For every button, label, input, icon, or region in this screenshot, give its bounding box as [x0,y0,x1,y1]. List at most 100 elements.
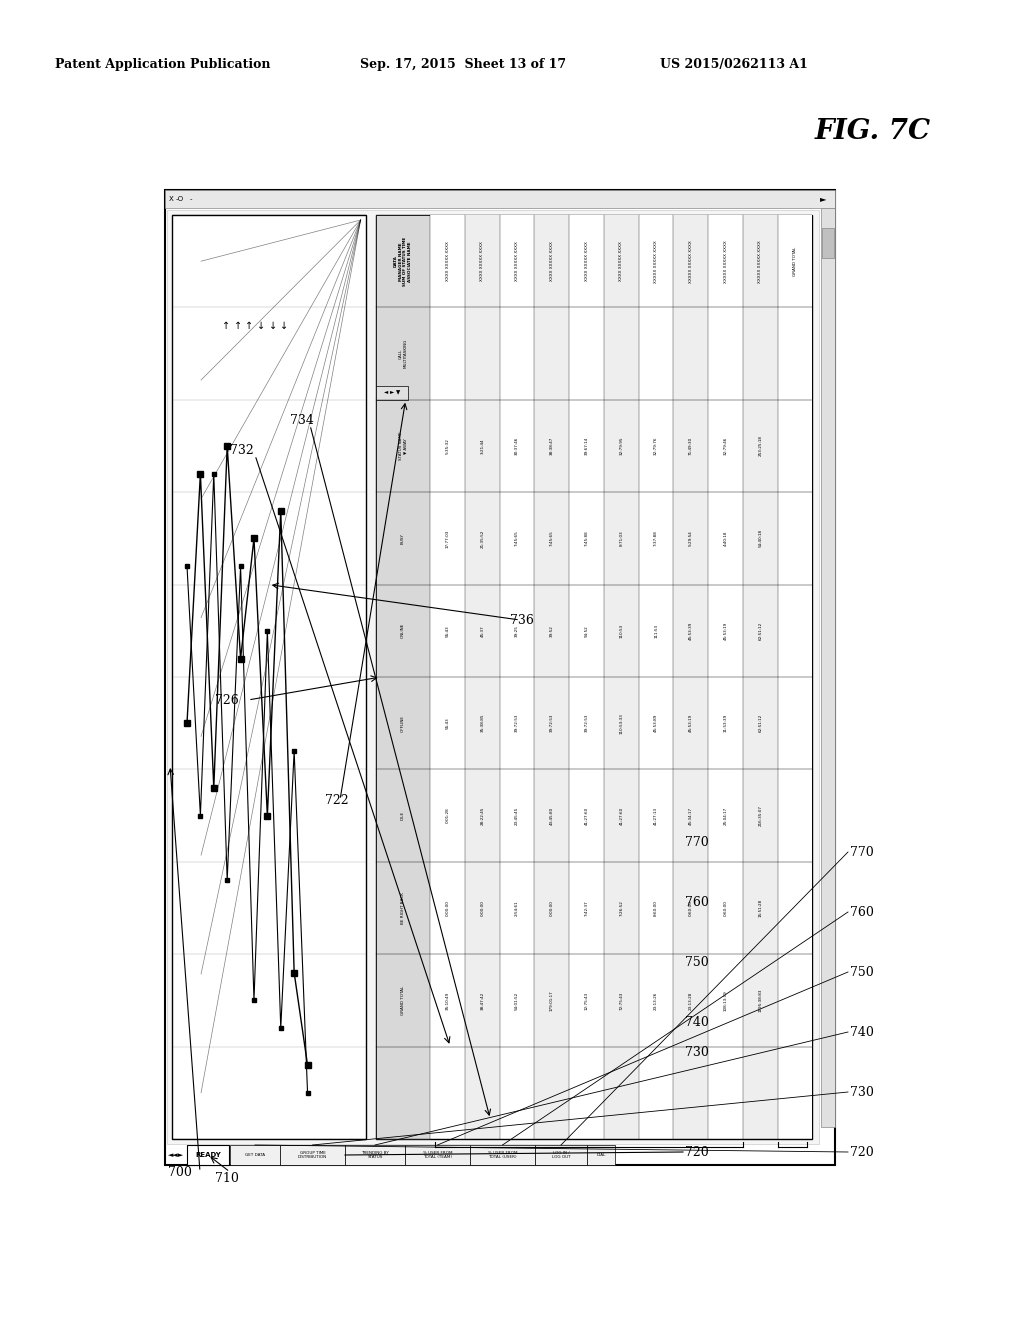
Text: 750: 750 [685,956,709,969]
Text: 7:42:37: 7:42:37 [585,900,589,916]
Text: 35:10:49: 35:10:49 [445,991,450,1010]
Text: ONLINE: ONLINE [401,623,404,639]
Text: 62:51:12: 62:51:12 [759,622,762,640]
Text: ◄ ► ▼: ◄ ► ▼ [384,391,400,395]
Text: 54:40:18: 54:40:18 [759,529,762,548]
Text: XXXXX XXXXX XXXX: XXXXX XXXXX XXXX [759,240,762,282]
Text: GRAND TOTAL: GRAND TOTAL [794,247,797,276]
Text: 110:53:33: 110:53:33 [620,713,624,734]
Text: XXXX XXXXX XXXX: XXXX XXXXX XXXX [445,242,450,281]
Bar [345,1144,406,1166]
Text: ↑: ↑ [246,321,254,331]
Text: 216:35:07: 216:35:07 [759,805,762,826]
Text: 1195:38:83: 1195:38:83 [759,989,762,1012]
Text: GRAND TOTAL: GRAND TOTAL [401,986,404,1015]
Text: XXXX XXXXX XXXX: XXXX XXXXX XXXX [585,242,589,281]
Text: 32:79:76: 32:79:76 [654,437,658,455]
Text: 0:60:00: 0:60:00 [689,900,693,916]
Bar [165,190,835,209]
Text: 253:25:18: 253:25:18 [759,436,762,457]
Text: 179:01:17: 179:01:17 [550,990,554,1011]
Text: 740: 740 [850,1026,873,1039]
Text: 720: 720 [850,1146,873,1159]
Text: 720: 720 [685,1146,709,1159]
Text: 5:35:32: 5:35:32 [445,438,450,454]
Text: 45:37: 45:37 [480,624,484,636]
Text: 35:38:85: 35:38:85 [480,714,484,733]
Bar [821,209,835,1127]
Text: XXXX XXXXX XXXX: XXXX XXXXX XXXX [480,242,484,281]
Bar [465,215,500,1139]
Text: BUSY: BUSY [401,533,404,544]
Text: 726: 726 [215,693,239,706]
Text: 45:34:17: 45:34:17 [689,807,693,825]
Text: XXXXX XXXXX XXXX: XXXXX XXXXX XXXX [689,240,693,282]
Text: 7:45:65: 7:45:65 [550,531,554,546]
Text: 7:45:88: 7:45:88 [585,531,589,546]
Text: US 2015/0262113 A1: US 2015/0262113 A1 [660,58,808,71]
Text: 41:27:60: 41:27:60 [585,807,589,825]
Text: TRENDING BY
STATUS: TRENDING BY STATUS [361,1151,389,1159]
Bar [470,1144,535,1166]
Text: XXXXX XXXXX XXXX: XXXXX XXXXX XXXX [724,240,728,282]
Text: ↓: ↓ [257,321,265,331]
Text: 0:01:28: 0:01:28 [445,808,450,824]
Text: -O: -O [176,195,184,202]
Text: 41:27:60: 41:27:60 [620,807,624,825]
Text: 8:60:00: 8:60:00 [654,900,658,916]
Bar [430,215,465,1139]
Text: 15:51:28: 15:51:28 [759,899,762,917]
Text: 32:79:46: 32:79:46 [724,437,728,455]
Bar [743,215,778,1139]
Text: ↓: ↓ [268,321,276,331]
Bar [280,1144,345,1166]
Text: 8:71:03: 8:71:03 [620,531,624,546]
Text: BE RIGHT BACK: BE RIGHT BACK [401,892,404,924]
Text: 41:27:13: 41:27:13 [654,807,658,825]
Text: 17:77:03: 17:77:03 [445,529,450,548]
Text: 730: 730 [850,1085,873,1098]
Text: 28:22:45: 28:22:45 [480,807,484,825]
Text: OFFLINE: OFFLINE [401,714,404,731]
Text: 39:25: 39:25 [515,624,519,636]
Text: 7:37:88: 7:37:88 [654,531,658,546]
Text: 45:53:39: 45:53:39 [689,622,693,640]
Text: 55:43: 55:43 [445,624,450,636]
Text: ↑: ↑ [222,321,230,331]
Text: 21:35:52: 21:35:52 [480,529,484,548]
Text: 32:79:95: 32:79:95 [620,437,624,455]
Text: Patent Application Publication: Patent Application Publication [55,58,270,71]
Text: 760: 760 [850,906,873,919]
Text: 7:45:65: 7:45:65 [515,531,519,546]
Text: 38:38:47: 38:38:47 [550,437,554,455]
Text: 722: 722 [325,793,348,807]
Text: 108:13:19: 108:13:19 [724,990,728,1011]
Bar [535,215,569,1139]
Bar [165,190,835,1166]
Text: % USER FROM
TOTAL (USER): % USER FROM TOTAL (USER) [487,1151,517,1159]
Text: 11:53:39: 11:53:39 [724,714,728,733]
Text: 39:72:53: 39:72:53 [550,714,554,733]
Text: CALL
MULTITASKING: CALL MULTITASKING [398,339,408,368]
Text: READY: READY [196,1152,221,1158]
Text: ◄◄►: ◄◄► [168,1152,184,1158]
Text: 4:40:18: 4:40:18 [724,531,728,546]
Text: % USER FROM
TOTAL (TEAM): % USER FROM TOTAL (TEAM) [423,1151,453,1159]
Text: 12:75:43: 12:75:43 [585,991,589,1010]
Text: 39:67:14: 39:67:14 [585,437,589,455]
Text: 0:00:00: 0:00:00 [445,900,450,916]
Text: DIAL: DIAL [596,1152,605,1158]
Text: 734: 734 [290,413,314,426]
Text: 770: 770 [685,836,709,849]
Text: XXXX XXXXX XXXX: XXXX XXXXX XXXX [515,242,519,281]
Text: IDLE: IDLE [401,810,404,820]
Bar [230,1144,280,1166]
Text: 43:45:80: 43:45:80 [550,807,554,825]
Bar [376,215,430,1139]
Text: X: X [169,195,174,202]
Text: -: - [190,195,193,202]
Bar [569,215,604,1139]
Text: XXXX XXXXX XXXX: XXXX XXXXX XXXX [550,242,554,281]
Bar [709,215,743,1139]
Text: 45:53:19: 45:53:19 [724,622,728,640]
